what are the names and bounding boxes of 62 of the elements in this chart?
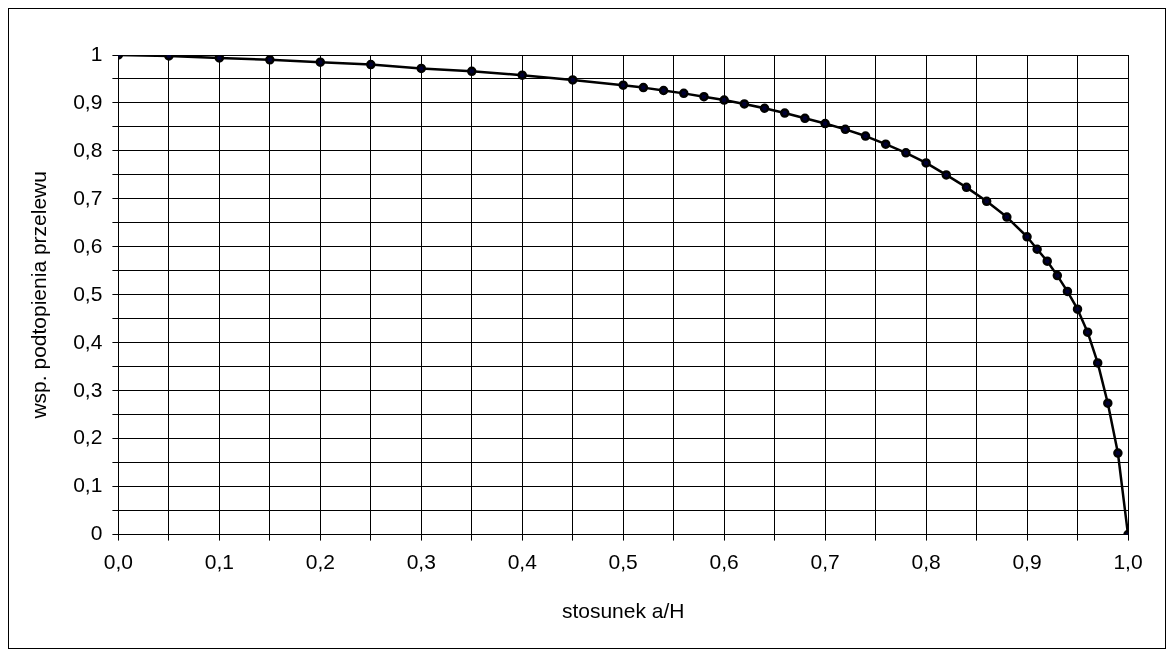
x-tick-label: 0,3 bbox=[406, 550, 436, 573]
y-tick-label: 0,6 bbox=[73, 233, 103, 257]
point bbox=[921, 158, 931, 168]
point bbox=[658, 85, 669, 96]
point bbox=[860, 131, 871, 141]
point bbox=[941, 170, 952, 180]
point bbox=[1062, 286, 1073, 297]
point bbox=[1022, 232, 1032, 242]
point bbox=[467, 66, 477, 77]
y-tick-label: 0,4 bbox=[73, 329, 103, 353]
x-tick-label: 0,8 bbox=[911, 550, 941, 573]
y-tick-label: 0,1 bbox=[73, 473, 103, 497]
y-tick-label: 0,3 bbox=[73, 377, 103, 401]
point bbox=[1082, 327, 1093, 337]
point bbox=[1042, 256, 1052, 266]
x-axis-title: stosunek a/H bbox=[561, 599, 685, 623]
point bbox=[366, 59, 376, 70]
y-tick-label: 0,7 bbox=[73, 185, 103, 209]
point bbox=[315, 57, 326, 67]
x-tick-label: 1,0 bbox=[1113, 550, 1143, 573]
point bbox=[779, 108, 790, 118]
x-tick-label: 0,5 bbox=[608, 550, 638, 573]
point bbox=[719, 95, 729, 105]
point bbox=[880, 139, 891, 149]
point bbox=[1032, 244, 1042, 254]
x-tick-label: 0,7 bbox=[810, 550, 840, 573]
point bbox=[567, 75, 578, 85]
point bbox=[820, 118, 830, 129]
x-tick-label: 0,0 bbox=[103, 550, 133, 573]
point bbox=[901, 148, 911, 158]
point bbox=[739, 99, 750, 109]
point bbox=[1092, 358, 1103, 368]
point bbox=[618, 80, 628, 90]
x-tick-label: 0,2 bbox=[305, 550, 335, 573]
y-tick-label: 0 bbox=[90, 521, 103, 545]
point bbox=[265, 55, 275, 65]
point bbox=[679, 88, 689, 99]
point bbox=[1072, 304, 1083, 314]
point bbox=[517, 70, 527, 80]
point bbox=[981, 196, 992, 207]
y-tick-label: 0,5 bbox=[73, 281, 103, 305]
x-tick-label: 0,6 bbox=[709, 550, 739, 573]
y-tick-label: 1 bbox=[90, 41, 103, 65]
point bbox=[214, 55, 225, 63]
x-tick-label: 0,1 bbox=[204, 550, 234, 573]
point bbox=[840, 124, 851, 135]
x-tick-label: 0,9 bbox=[1012, 550, 1042, 573]
point bbox=[1113, 448, 1123, 458]
point bbox=[1103, 398, 1113, 408]
point bbox=[961, 182, 972, 193]
point bbox=[699, 91, 709, 102]
point bbox=[638, 82, 649, 93]
x-tick-label: 0,4 bbox=[507, 550, 538, 573]
point bbox=[1052, 270, 1063, 281]
y-tick-label: 0,8 bbox=[73, 137, 103, 161]
point bbox=[800, 113, 810, 124]
point bbox=[1002, 212, 1012, 222]
point bbox=[416, 63, 427, 74]
point bbox=[759, 103, 770, 113]
y-axis-title: wsp. podtopienia przelewu bbox=[27, 171, 51, 420]
y-tick-label: 0,9 bbox=[73, 89, 103, 113]
y-tick-label: 0,2 bbox=[73, 425, 103, 449]
